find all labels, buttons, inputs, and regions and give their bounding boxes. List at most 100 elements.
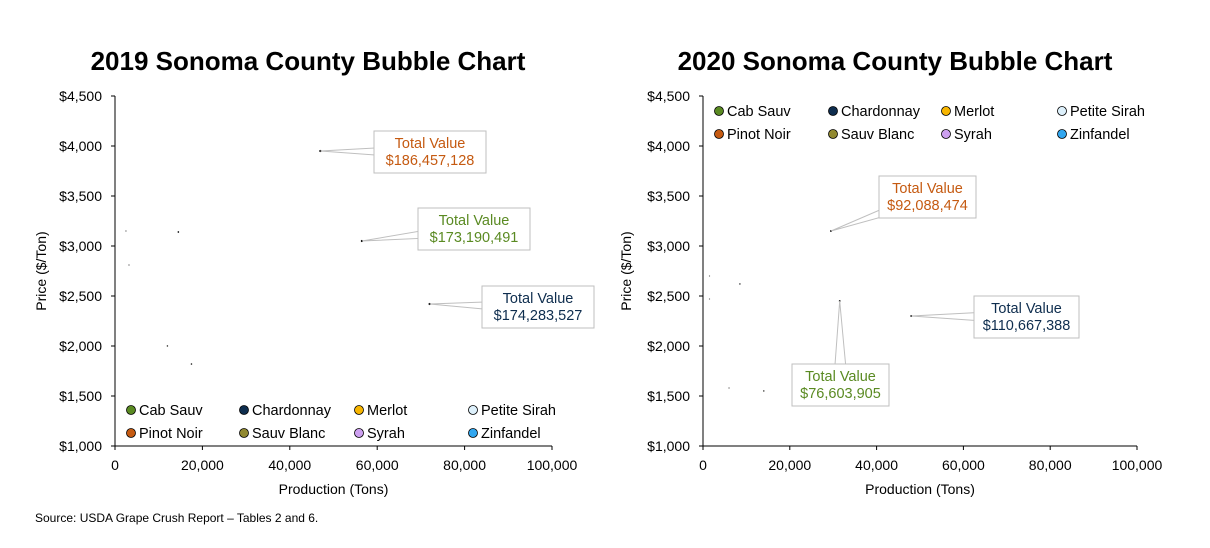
callout-label: Total Value <box>503 291 574 307</box>
x-tick-label: 100,000 <box>1112 457 1163 473</box>
legend-marker <box>239 428 249 438</box>
x-tick-label: 60,000 <box>356 457 399 473</box>
legend-label: Chardonnay <box>841 104 921 120</box>
chart-title: 2020 Sonoma County Bubble Chart <box>678 46 1113 76</box>
bubble-zinfandel[interactable] <box>177 231 180 233</box>
x-axis-label: Production (Tons) <box>279 481 389 497</box>
callout-label: Total Value <box>805 369 876 385</box>
legend-item-syrah: Syrah <box>941 127 992 143</box>
chart-1: 2019 Sonoma County Bubble Chart $1,000 $1,… <box>33 46 595 497</box>
legend-label: Cab Sauv <box>139 403 203 419</box>
y-tick-label: $1,000 <box>647 438 690 454</box>
legend-marker <box>239 405 249 415</box>
legend-label: Petite Sirah <box>481 403 556 419</box>
y-tick-label: $2,000 <box>59 338 102 354</box>
y-tick-label: $3,000 <box>59 238 102 254</box>
legend-label: Syrah <box>954 127 992 143</box>
callout-box-fill <box>419 209 529 249</box>
y-tick-label: $2,000 <box>647 338 690 354</box>
legend-label: Merlot <box>367 403 407 419</box>
callout-label: Total Value <box>439 213 510 229</box>
x-tick-label: 60,000 <box>942 457 985 473</box>
legend-marker <box>354 428 364 438</box>
y-axis-label: Price ($/Ton) <box>618 231 634 310</box>
callout-value: $110,667,388 <box>983 318 1071 334</box>
legend-label: Zinfandel <box>1070 127 1130 143</box>
x-tick-label: 40,000 <box>268 457 311 473</box>
legend-marker <box>941 129 951 139</box>
bubble-sauv-blanc[interactable] <box>190 363 193 365</box>
callout-box-fill <box>975 297 1078 337</box>
y-tick-label: $3,000 <box>647 238 690 254</box>
callout-value: $174,283,527 <box>494 308 583 324</box>
x-tick-label: 80,000 <box>1029 457 1072 473</box>
callout-value: $92,088,474 <box>887 198 968 214</box>
y-tick-label: $1,000 <box>59 438 102 454</box>
callout-cab-sauv: Total Value$76,603,905 <box>791 300 890 407</box>
legend-label: Pinot Noir <box>139 426 203 442</box>
x-tick-label: 0 <box>699 457 707 473</box>
legend-item-chardonnay: Chardonnay <box>828 104 921 120</box>
x-tick-label: 0 <box>111 457 119 473</box>
legend-item-sauv-blanc: Sauv Blanc <box>239 426 325 442</box>
legend-item-cab-sauv: Cab Sauv <box>126 403 203 419</box>
callout-cab-sauv: Total Value$173,190,491 <box>361 207 531 251</box>
legend-label: Sauv Blanc <box>252 426 325 442</box>
legend-item-petite-sirah: Petite Sirah <box>1057 104 1145 120</box>
y-axis-label: Price ($/Ton) <box>33 231 49 310</box>
chart-title: 2019 Sonoma County Bubble Chart <box>91 46 526 76</box>
y-tick-label: $4,500 <box>59 88 102 104</box>
x-tick-label: 100,000 <box>527 457 578 473</box>
callout-value: $173,190,491 <box>430 230 519 246</box>
legend-label: Pinot Noir <box>727 127 791 143</box>
callout-box-fill <box>375 132 485 172</box>
legend-item-merlot: Merlot <box>941 104 994 120</box>
y-tick-label: $4,500 <box>647 88 690 104</box>
legend-item-pinot-noir: Pinot Noir <box>126 426 203 442</box>
x-tick-label: 80,000 <box>443 457 486 473</box>
callout-label: Total Value <box>892 181 963 197</box>
chart-2: 2020 Sonoma County Bubble Chart $1,000 $1,… <box>618 46 1163 497</box>
callout-chardonnay: Total Value$110,667,388 <box>911 295 1080 339</box>
legend-marker <box>354 405 364 415</box>
legend-item-cab-sauv: Cab Sauv <box>714 104 791 120</box>
legend-label: Cab Sauv <box>727 104 791 120</box>
x-tick-label: 20,000 <box>768 457 811 473</box>
legend-label: Chardonnay <box>252 403 332 419</box>
legend-item-pinot-noir: Pinot Noir <box>714 127 791 143</box>
legend-label: Sauv Blanc <box>841 127 914 143</box>
legend-marker <box>126 405 136 415</box>
legend-item-sauv-blanc: Sauv Blanc <box>828 127 914 143</box>
callout-box-fill <box>880 177 975 217</box>
x-tick-label: 20,000 <box>181 457 224 473</box>
y-tick-label: $2,500 <box>59 288 102 304</box>
legend-marker <box>468 405 478 415</box>
y-tick-label: $4,000 <box>59 138 102 154</box>
x-tick-label: 40,000 <box>855 457 898 473</box>
legend-marker <box>828 106 838 116</box>
y-tick-label: $3,500 <box>647 188 690 204</box>
legend-marker <box>941 106 951 116</box>
legend-item-chardonnay: Chardonnay <box>239 403 332 419</box>
y-tick-label: $4,000 <box>647 138 690 154</box>
legend-item-zinfandel: Zinfandel <box>468 426 541 442</box>
callout-value: $186,457,128 <box>386 153 475 169</box>
legend-label: Merlot <box>954 104 994 120</box>
y-tick-label: $1,500 <box>59 388 102 404</box>
callout-pinot-noir: Total Value$186,457,128 <box>320 130 487 174</box>
legend-item-syrah: Syrah <box>354 426 405 442</box>
y-tick-label: $1,500 <box>647 388 690 404</box>
callout-label: Total Value <box>991 301 1062 317</box>
legend-label: Zinfandel <box>481 426 541 442</box>
callout-label: Total Value <box>395 136 466 152</box>
legend-label: Syrah <box>367 426 405 442</box>
callout-pinot-noir: Total Value$92,088,474 <box>830 175 977 232</box>
legend-label: Petite Sirah <box>1070 104 1145 120</box>
legend-marker <box>828 129 838 139</box>
legend-marker <box>714 106 724 116</box>
legend-item-merlot: Merlot <box>354 403 407 419</box>
callout-value: $76,603,905 <box>800 386 881 402</box>
y-tick-label: $3,500 <box>59 188 102 204</box>
legend-marker <box>714 129 724 139</box>
